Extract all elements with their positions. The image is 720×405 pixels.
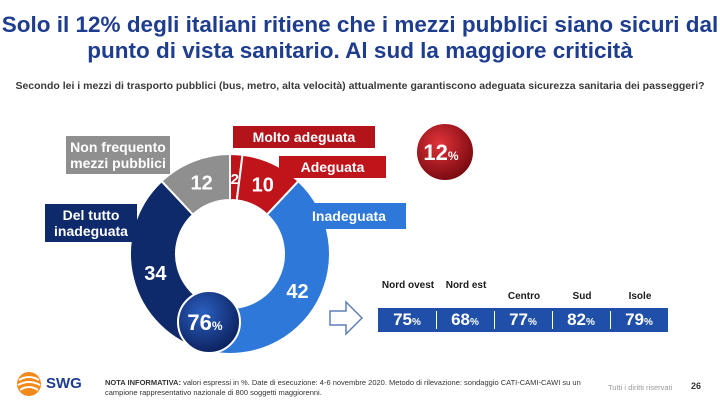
region-value: 68%	[451, 310, 479, 329]
negative-total-circle	[177, 290, 241, 354]
region-header: Sud	[572, 291, 592, 302]
question-text: Secondo lei i mezzi di trasporto pubblic…	[15, 80, 705, 92]
label-non-frequento: Non frequento mezzi pubblici	[66, 136, 170, 174]
region-header: Nord ovest	[381, 280, 435, 291]
label-adeguata: Adeguata	[279, 156, 386, 178]
region-header: Nord est	[445, 280, 487, 291]
label-inadeguata: Inadeguata	[292, 203, 406, 229]
region-value: 75%	[393, 310, 421, 329]
footer-note: NOTA INFORMATIVA: valori espressi in %. …	[105, 378, 581, 397]
label-del-tutto-inadeguata: Del tutto inadeguata	[45, 204, 137, 242]
region-values-bar: 75% 68% 77% 82% 79%	[378, 308, 668, 332]
positive-total-circle	[415, 122, 475, 182]
swg-logo-icon	[17, 372, 41, 396]
slice-value-molto-adeguata: 2	[231, 171, 239, 188]
slice-value-del-tutto-inadeguata: 34	[144, 263, 167, 285]
label-molto-adeguata: Molto adeguata	[233, 126, 375, 148]
page-title: Solo il 12% degli italiani ritiene che i…	[1, 12, 719, 63]
logo-text: SWG	[46, 375, 82, 392]
region-header: Isole	[628, 291, 652, 302]
divider	[436, 311, 437, 329]
region-value: 77%	[509, 310, 537, 329]
rights-text: Tutti i diritti riservati	[608, 383, 673, 392]
region-header: Centro	[507, 291, 541, 302]
slice-non-frequento	[160, 152, 231, 217]
slice-value-non-frequento: 12	[191, 172, 213, 194]
divider	[552, 311, 553, 329]
slice-value-adeguata: 10	[252, 174, 274, 196]
region-value: 79%	[625, 310, 653, 329]
positive-total-value: 12%	[423, 140, 458, 165]
slice-value-inadeguata: 42	[286, 281, 308, 303]
arrow-right-icon	[329, 300, 364, 336]
page-number: 26	[691, 381, 702, 391]
divider	[610, 311, 611, 329]
region-value: 82%	[567, 310, 595, 329]
divider	[494, 311, 495, 329]
negative-total-value: 76%	[187, 310, 222, 335]
